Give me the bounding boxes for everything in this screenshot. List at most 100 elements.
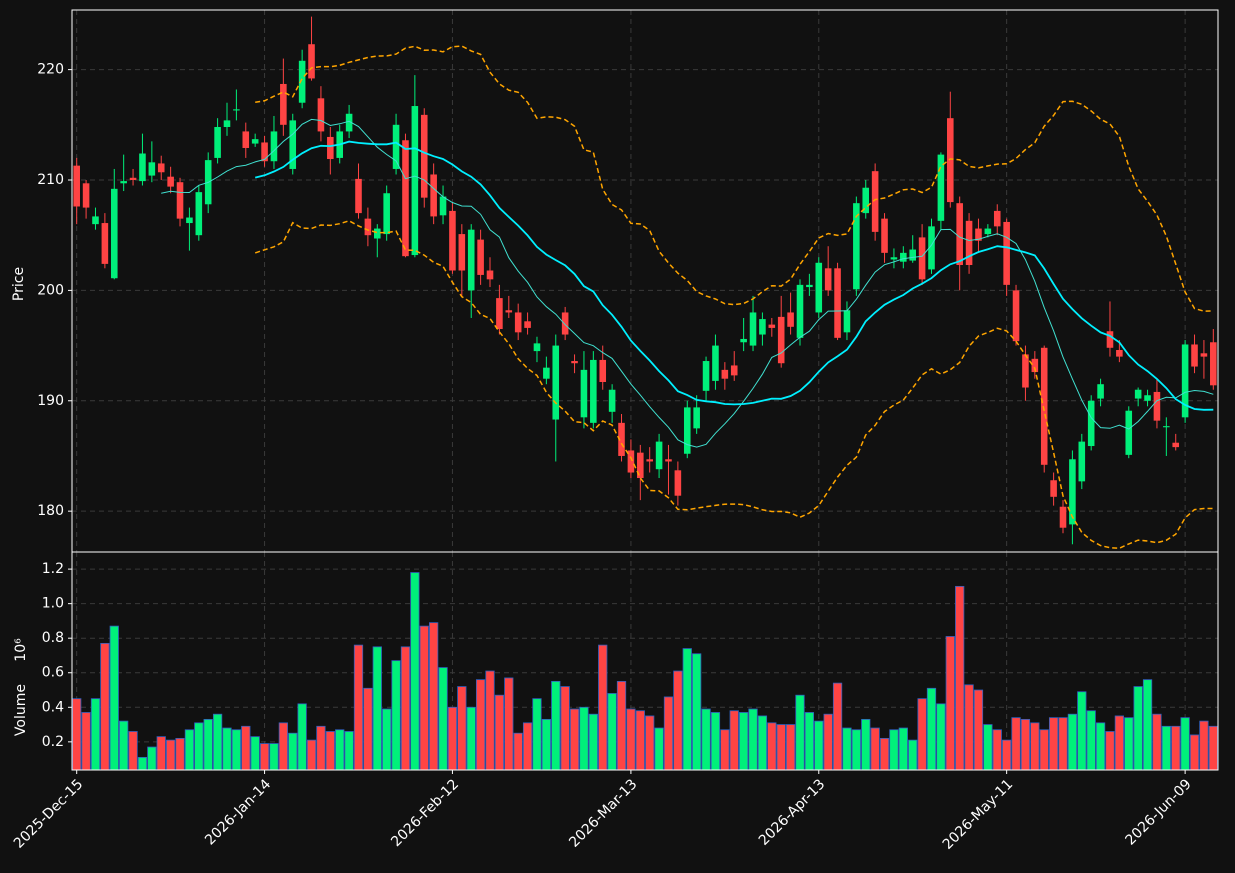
volume-bar	[776, 724, 786, 771]
candle-body	[853, 203, 860, 290]
volume-bar	[306, 739, 317, 771]
candle-body	[92, 216, 99, 225]
volume-bar	[194, 722, 204, 771]
volume-bar	[767, 722, 777, 771]
candle-body	[355, 178, 362, 214]
volume-bar	[513, 732, 523, 771]
bollinger-lower	[254, 219, 1214, 550]
volume-bar	[551, 680, 561, 771]
volume-bar	[532, 698, 542, 771]
volume-bar	[1152, 713, 1162, 771]
volume-bar	[607, 693, 617, 771]
volume-bar	[1077, 691, 1087, 771]
candle-body	[834, 268, 841, 338]
candle-body	[157, 163, 165, 173]
candle-body	[749, 312, 757, 346]
volume-bar	[1030, 722, 1040, 771]
volume-bar	[739, 712, 749, 771]
volume-bar	[729, 710, 739, 771]
candle-body	[768, 324, 776, 328]
candle-body	[214, 127, 221, 158]
volume-bar	[1114, 715, 1124, 771]
volume-bar	[363, 687, 373, 771]
candle-body	[1125, 410, 1133, 455]
candle-body	[139, 153, 146, 182]
candle-body	[1031, 358, 1039, 373]
candle-body	[430, 174, 437, 217]
volume-bar	[400, 646, 411, 771]
candle-body	[308, 44, 315, 79]
candle-body	[261, 142, 268, 162]
volume-bar	[1058, 717, 1068, 771]
volume-bar	[626, 708, 636, 771]
volume-bar	[344, 731, 354, 771]
candle-body	[1210, 342, 1217, 386]
candle-body	[740, 338, 747, 343]
volume-bar	[757, 715, 768, 771]
candle-body	[317, 98, 325, 132]
volume-bar	[579, 706, 589, 771]
candle-body	[364, 218, 372, 236]
volume-bar	[1171, 725, 1181, 771]
volume-bar	[494, 694, 505, 771]
candle-body	[524, 321, 531, 328]
candle-body	[918, 237, 926, 280]
candle-body	[129, 177, 137, 180]
candle-body	[1069, 459, 1076, 525]
volume-bar	[147, 746, 157, 771]
volume-bar	[419, 625, 429, 771]
candle-body	[618, 422, 625, 456]
candle-body	[646, 459, 653, 462]
volume-bar	[842, 727, 852, 771]
candle-body	[965, 220, 973, 265]
volume-bar	[598, 644, 608, 771]
volume-bar	[673, 670, 683, 771]
volume-bar	[682, 648, 692, 771]
candle-body	[195, 192, 203, 236]
moving-average	[254, 140, 1214, 411]
volume-bar	[109, 625, 119, 771]
candle-body	[843, 310, 851, 333]
candle-body	[345, 113, 353, 132]
volume-bar	[119, 720, 129, 771]
volume-bar	[945, 636, 955, 771]
volume-bar	[701, 708, 711, 771]
candle-body	[467, 229, 475, 291]
candle-body	[402, 140, 409, 257]
volume-bar	[569, 708, 580, 771]
volume-bar	[663, 696, 674, 771]
candle-body	[496, 298, 503, 330]
candle-body	[373, 228, 381, 239]
candle-body	[327, 136, 334, 160]
volume-bar	[72, 698, 82, 771]
volume-bar	[955, 585, 965, 771]
candle-body	[806, 284, 813, 288]
candle-body	[1116, 349, 1123, 357]
volume-bar	[1189, 734, 1200, 771]
candle-body	[383, 193, 390, 235]
candle-body	[777, 316, 785, 364]
volume-bar	[1095, 722, 1106, 771]
candle-body	[862, 187, 870, 214]
candle-body	[890, 257, 898, 260]
candle-body	[270, 131, 278, 162]
candle-body	[787, 312, 794, 327]
volume-bar	[410, 572, 420, 771]
candle-body	[1003, 221, 1010, 285]
candle-body	[1191, 344, 1198, 367]
volume-bar	[692, 653, 702, 771]
volume-bar	[1067, 713, 1078, 771]
candle-body	[627, 450, 635, 473]
volume-bar	[1002, 739, 1012, 771]
volume-bar	[335, 729, 345, 771]
volume-bar	[1011, 717, 1021, 771]
candle-body	[552, 345, 560, 420]
volume-bar	[382, 708, 392, 771]
candle-body	[439, 196, 447, 216]
y-tick-label: 180	[37, 503, 64, 519]
volume-bar	[222, 727, 232, 771]
candle-body	[1163, 426, 1170, 428]
volume-bar	[1105, 731, 1115, 771]
volume-bar	[175, 737, 185, 771]
